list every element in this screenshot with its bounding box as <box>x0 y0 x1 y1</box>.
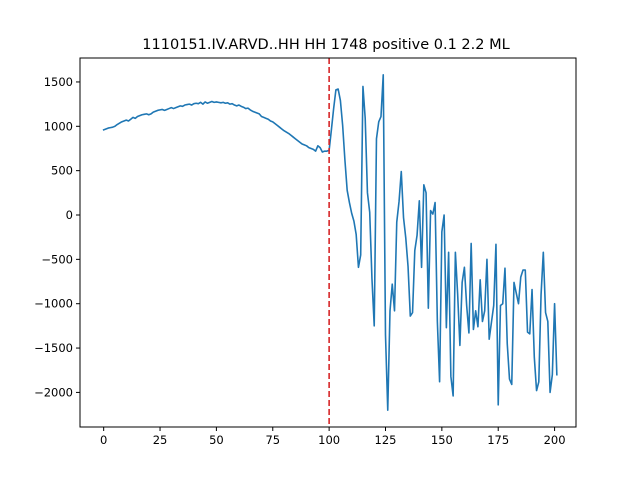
y-tick-label: −1500 <box>34 341 73 355</box>
x-tick-label: 75 <box>265 433 280 447</box>
y-tick-label: −2000 <box>34 385 73 399</box>
plot-area-frame <box>79 57 577 428</box>
x-tick-label: 125 <box>375 433 397 447</box>
x-tick-label: 150 <box>431 433 453 447</box>
x-tick-label: 100 <box>318 433 340 447</box>
chart-title: 1110151.IV.ARVD..HH HH 1748 positive 0.1… <box>142 37 509 53</box>
y-tick-label: −500 <box>41 252 73 266</box>
x-tick-label: 200 <box>544 433 566 447</box>
y-tick-label: 1000 <box>44 119 73 133</box>
y-tick-label: −1000 <box>34 297 73 311</box>
x-tick-label: 0 <box>100 433 107 447</box>
y-tick-label: 1500 <box>44 75 73 89</box>
x-tick-label: 25 <box>153 433 168 447</box>
x-tick-label: 50 <box>209 433 224 447</box>
series-line <box>102 74 558 411</box>
y-tick-label: 500 <box>51 164 73 178</box>
y-tick-label: 0 <box>66 208 73 222</box>
x-tick-label: 175 <box>487 433 509 447</box>
